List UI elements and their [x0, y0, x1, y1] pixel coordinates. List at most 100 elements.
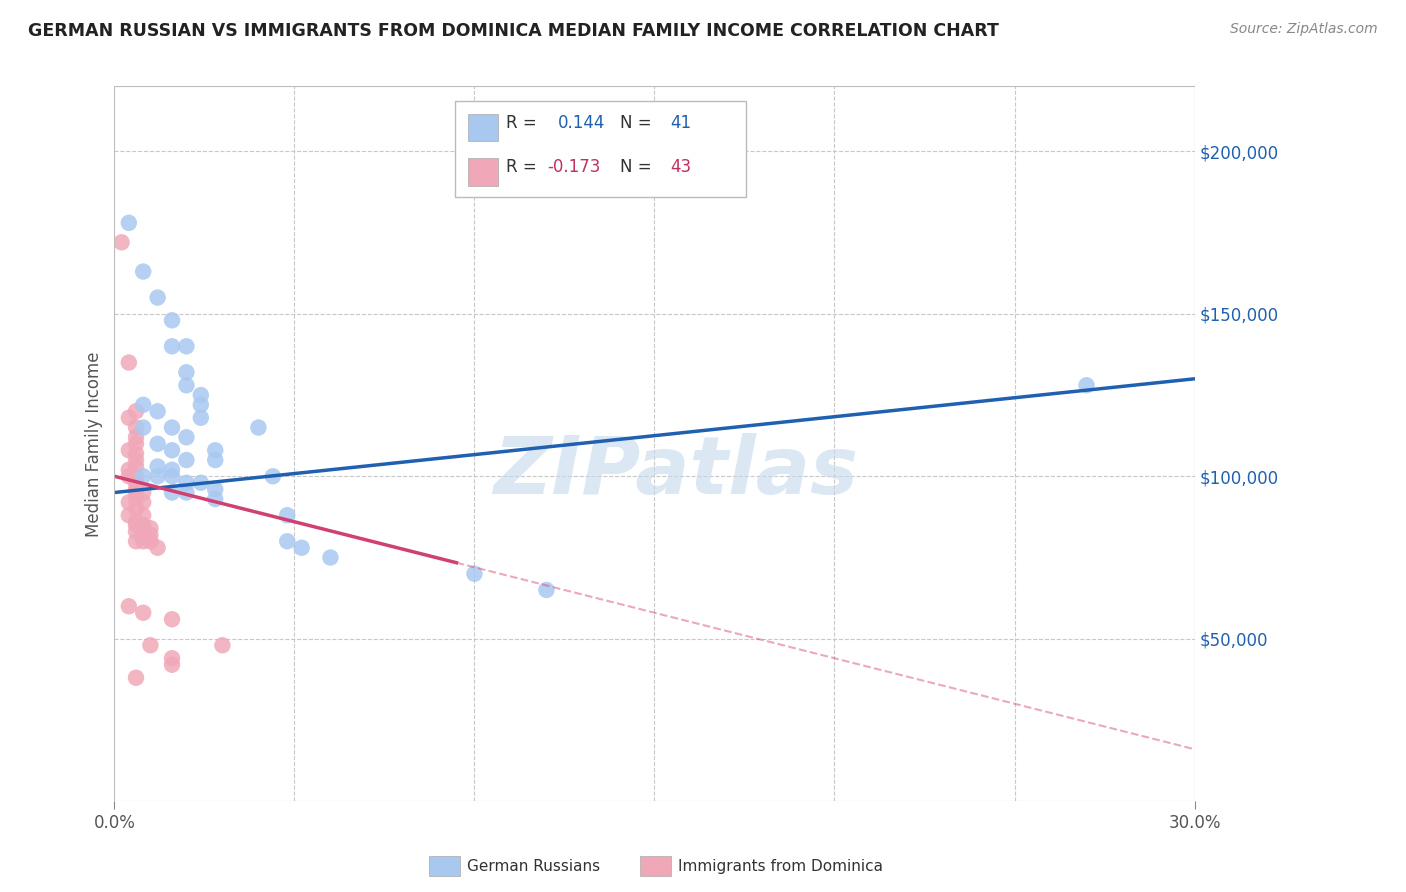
Point [125, 501, 148, 516]
Point [125, 671, 148, 685]
Point [125, 491, 148, 506]
Point [204, 443, 226, 458]
Point [463, 566, 485, 581]
Point [118, 443, 141, 458]
Point [204, 483, 226, 497]
Point [139, 638, 162, 652]
Bar [114, 87, 1195, 801]
Text: R =: R = [506, 114, 543, 132]
Text: German Russians: German Russians [467, 859, 600, 873]
Point [125, 453, 148, 467]
Point [118, 410, 141, 425]
Point [132, 420, 155, 434]
Point [160, 485, 183, 500]
Point [125, 404, 148, 418]
Point [125, 524, 148, 539]
Point [132, 518, 155, 533]
Point [160, 339, 183, 353]
Point [176, 378, 198, 392]
Point [132, 508, 155, 523]
Point [160, 420, 183, 434]
Text: 0.144: 0.144 [558, 114, 606, 132]
Point [160, 657, 183, 672]
Point [118, 216, 141, 230]
Point [132, 524, 155, 539]
Point [110, 235, 132, 250]
Point [125, 518, 148, 533]
Point [118, 508, 141, 523]
Point [118, 355, 141, 369]
Point [139, 521, 162, 535]
Point [176, 339, 198, 353]
Point [1076, 378, 1098, 392]
Point [262, 469, 284, 483]
Point [132, 469, 155, 483]
Point [146, 469, 169, 483]
Point [118, 463, 141, 477]
Point [132, 534, 155, 549]
Point [132, 264, 155, 278]
Text: Immigrants from Dominica: Immigrants from Dominica [678, 859, 883, 873]
Point [160, 651, 183, 665]
Point [146, 437, 169, 451]
Point [132, 495, 155, 509]
Point [146, 404, 169, 418]
Point [160, 469, 183, 483]
Point [176, 475, 198, 490]
Text: 41: 41 [671, 114, 692, 132]
Text: 43: 43 [671, 158, 692, 177]
Point [118, 469, 141, 483]
Point [125, 515, 148, 529]
Point [291, 541, 314, 555]
Point [536, 582, 558, 597]
Text: N =: N = [620, 114, 657, 132]
Point [176, 430, 198, 444]
Point [190, 388, 212, 402]
Point [118, 495, 141, 509]
Point [132, 485, 155, 500]
Point [247, 420, 270, 434]
Point [146, 291, 169, 305]
Point [125, 469, 148, 483]
Point [132, 606, 155, 620]
Point [125, 459, 148, 474]
Text: Source: ZipAtlas.com: Source: ZipAtlas.com [1230, 22, 1378, 37]
Point [160, 443, 183, 458]
Text: GERMAN RUSSIAN VS IMMIGRANTS FROM DOMINICA MEDIAN FAMILY INCOME CORRELATION CHAR: GERMAN RUSSIAN VS IMMIGRANTS FROM DOMINI… [28, 22, 1000, 40]
Point [125, 475, 148, 490]
Text: N =: N = [620, 158, 657, 177]
Point [190, 475, 212, 490]
FancyBboxPatch shape [454, 101, 747, 197]
Point [204, 491, 226, 506]
Point [211, 638, 233, 652]
Point [176, 365, 198, 379]
Point [319, 550, 342, 565]
Point [160, 612, 183, 626]
Point [139, 528, 162, 542]
Point [125, 437, 148, 451]
Point [146, 541, 169, 555]
Point [125, 446, 148, 460]
Point [204, 453, 226, 467]
Point [125, 420, 148, 434]
Bar [468, 114, 498, 141]
Point [125, 483, 148, 497]
Point [190, 410, 212, 425]
Point [139, 534, 162, 549]
Point [160, 463, 183, 477]
Point [276, 534, 298, 549]
Point [125, 534, 148, 549]
Text: -0.173: -0.173 [547, 158, 600, 177]
Bar [468, 159, 498, 186]
Text: ZIPatlas: ZIPatlas [494, 434, 859, 511]
Point [125, 430, 148, 444]
Point [118, 599, 141, 614]
Point [132, 398, 155, 412]
Point [160, 313, 183, 327]
Point [176, 453, 198, 467]
Y-axis label: Median Family Income: Median Family Income [86, 351, 103, 536]
Point [176, 485, 198, 500]
Point [276, 508, 298, 523]
Point [125, 485, 148, 500]
Point [190, 398, 212, 412]
